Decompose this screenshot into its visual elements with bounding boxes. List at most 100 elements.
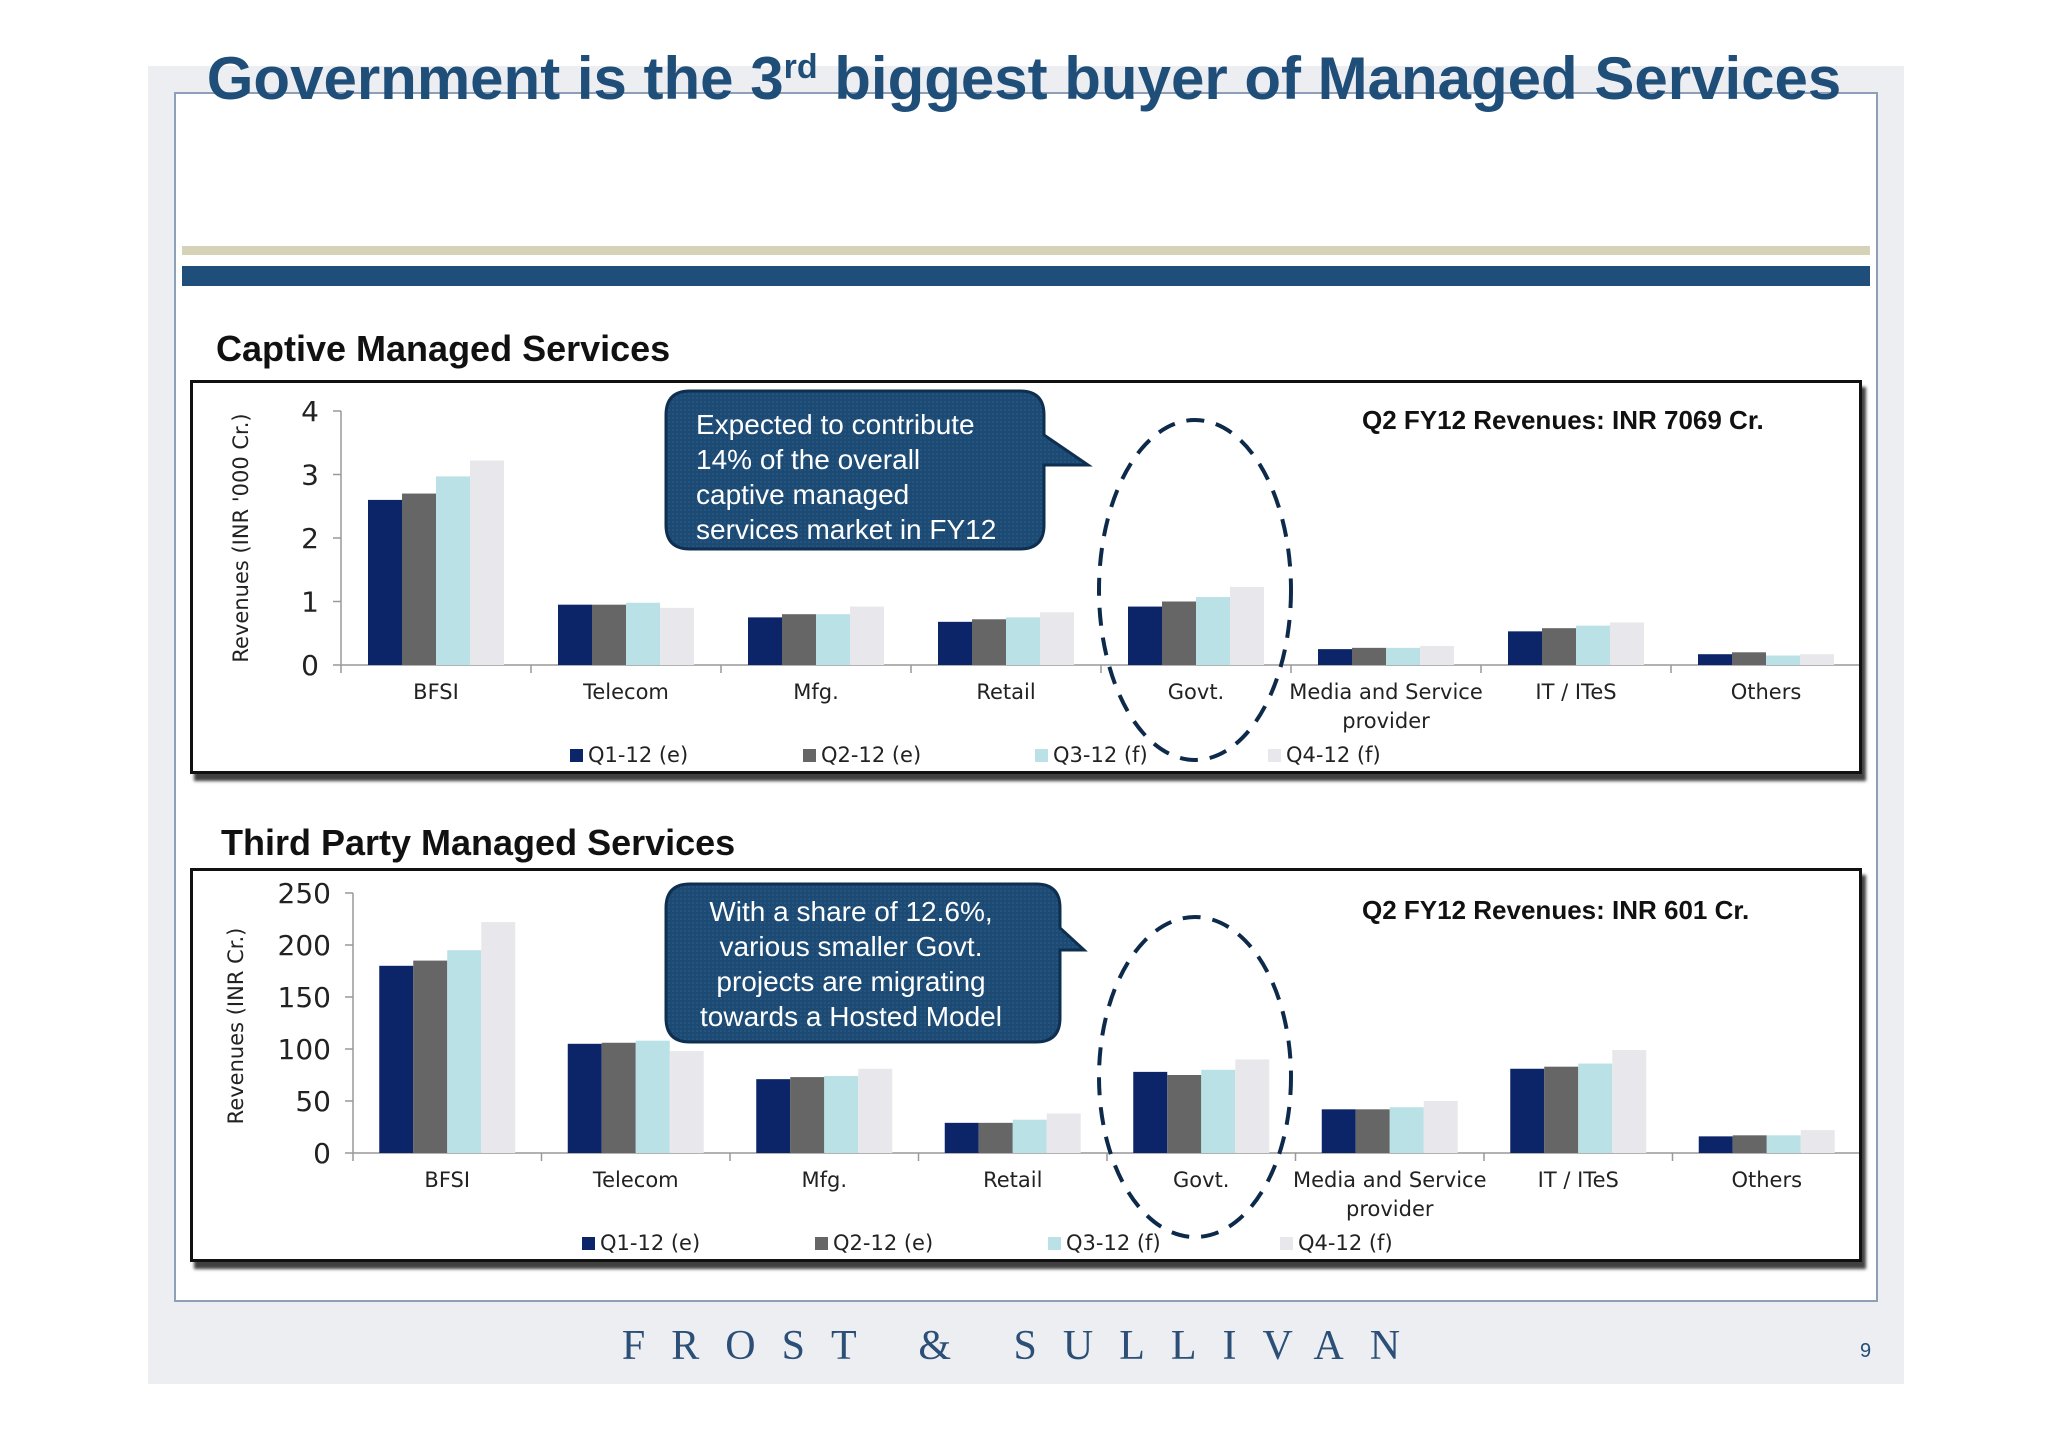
captive-y-axis-label: Revenues (INR '000 Cr.) [229,413,253,662]
captive-bar [1542,628,1576,665]
captive-bar [592,604,626,665]
third-party-bar [756,1079,791,1153]
captive-legend-swatch [803,749,816,762]
third-party-bar [1698,1136,1733,1153]
third-party-y-tick-label: 100 [278,1033,331,1066]
third-party-callout-line: towards a Hosted Model [700,1001,1002,1032]
third-party-revenue-note: Q2 FY12 Revenues: INR 601 Cr. [1362,895,1750,925]
captive-category-label: Telecom [582,680,669,704]
third-party-bar [790,1077,825,1153]
captive-y-tick-label: 2 [301,522,319,555]
title-rule-light [182,246,1870,255]
third-party-callout-line: various smaller Govt. [719,931,983,962]
captive-bar [1196,597,1230,665]
captive-bar [1006,617,1040,665]
captive-bar [1162,601,1196,665]
captive-callout-line: captive managed [696,479,910,510]
captive-legend-swatch [1268,749,1281,762]
third-party-legend-swatch [582,1237,595,1250]
third-party-y-axis-label: Revenues (INR Cr.) [224,928,248,1125]
third-party-bar [1578,1063,1613,1153]
page-title: Government is the 3rd biggest buyer of M… [0,44,2048,113]
captive-bar [1766,655,1800,665]
third-party-bar [944,1122,979,1153]
captive-bar [1610,622,1644,665]
captive-legend-label: Q3-12 (f) [1053,743,1148,767]
captive-bar [1420,645,1454,665]
third-party-bar [379,965,414,1153]
third-party-bar [1012,1119,1047,1153]
govt-highlight-ellipse-captive [1097,418,1293,762]
captive-revenue-note: Q2 FY12 Revenues: INR 7069 Cr. [1362,405,1764,435]
captive-category-label: Retail [976,680,1035,704]
captive-bar [748,617,782,665]
captive-y-tick-label: 4 [301,395,319,428]
third-party-y-tick-label: 200 [278,929,331,962]
third-party-category-label: Retail [983,1168,1042,1192]
third-party-bar [1355,1109,1390,1153]
third-party-bar [413,960,448,1153]
captive-bar [402,493,436,665]
captive-legend-label: Q1-12 (e) [588,743,688,767]
third-party-bar [1766,1135,1801,1153]
third-party-y-tick-label: 50 [295,1085,331,1118]
third-party-bar [1046,1113,1081,1153]
captive-category-label: Others [1731,680,1802,704]
title-rule-dark [182,266,1870,286]
captive-bar [1128,606,1162,665]
captive-bar [1800,654,1834,665]
captive-bar [1230,586,1264,665]
third-party-legend-swatch [1280,1237,1293,1250]
third-party-bar [447,950,482,1153]
captive-chart: 0 1 2 3 4 Revenues (INR '000 Cr.) BFSI Telecom M… [229,395,1859,767]
captive-category-label: IT / ITeS [1535,680,1616,704]
third-party-category-label: Govt. [1173,1168,1229,1192]
third-party-legend-swatch [1048,1237,1061,1250]
third-party-bar [1235,1059,1270,1153]
third-party-category-label: Others [1731,1168,1802,1192]
captive-bar [368,499,402,665]
third-party-bar [481,922,516,1153]
third-party-callout-text: With a share of 12.6%, various smaller G… [666,894,1036,1034]
captive-bar [1732,652,1766,665]
third-party-bar [669,1051,704,1153]
third-party-y-tick-label: 150 [278,981,331,1014]
captive-y-tick-label: 1 [301,586,319,619]
captive-y-tick-label: 0 [301,649,319,682]
title-text-start: Government is the 3 [206,45,784,112]
page-number: 9 [1860,1340,1872,1362]
captive-legend-label: Q4-12 (f) [1286,743,1381,767]
third-party-bar [1800,1130,1835,1153]
captive-callout-line: Expected to contribute [696,409,975,440]
captive-bar [1352,647,1386,665]
captive-callout-line: 14% of the overall [696,444,921,475]
third-party-y-tick-label: 250 [278,877,331,910]
third-party-bar [1389,1107,1424,1153]
third-party-legend-swatch [815,1237,828,1250]
third-party-callout-line: projects are migrating [716,966,986,997]
captive-bar [1040,612,1074,665]
captive-bar [816,614,850,665]
third-party-section-heading: Third Party Managed Services [221,822,736,863]
captive-legend-label: Q2-12 (e) [821,743,921,767]
third-party-bar [978,1122,1013,1153]
third-party-callout-bubble [664,882,1088,1044]
third-party-bar [1544,1066,1579,1153]
captive-bar [1318,649,1352,665]
captive-y-tick-label: 3 [301,459,319,492]
captive-category-label: Media and Service [1289,680,1483,704]
captive-category-label: Govt. [1168,680,1224,704]
captive-bar [558,604,592,665]
third-party-category-label: Telecom [592,1168,679,1192]
third-party-chart: 0 50 100 150 200 250 Revenues (INR Cr.) BFSI Tel… [224,877,1859,1255]
third-party-bar [1133,1071,1168,1153]
third-party-bar [1423,1101,1458,1153]
captive-bar [938,621,972,665]
govt-highlight-ellipse-third-party [1097,915,1293,1239]
third-party-bar [1732,1135,1767,1153]
third-party-legend-label: Q2-12 (e) [833,1231,933,1255]
captive-bar [972,619,1006,665]
captive-bar [626,602,660,665]
third-party-bar [1167,1075,1202,1153]
captive-legend-swatch [1035,749,1048,762]
